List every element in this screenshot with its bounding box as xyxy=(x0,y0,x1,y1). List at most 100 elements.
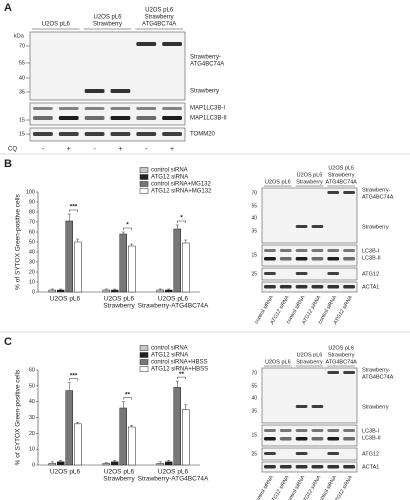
bar xyxy=(65,220,73,293)
lane-sign: + xyxy=(67,146,71,153)
y-axis-title: % of SYTOX Green-positive cells xyxy=(15,369,22,465)
y-tick-label: 50 xyxy=(29,239,35,245)
kda-marker: 70 xyxy=(251,370,257,376)
x-tick-label: U2OS pL6 xyxy=(158,469,189,476)
kda-marker: 35 xyxy=(19,89,25,95)
band-label: Strawberry- xyxy=(362,367,391,373)
blot-band xyxy=(311,257,324,261)
blot-band xyxy=(343,465,355,469)
blot-band xyxy=(58,132,79,136)
blot-band xyxy=(162,42,182,46)
blot-band xyxy=(33,107,53,110)
blot-band xyxy=(327,285,340,289)
blot-band xyxy=(136,107,157,110)
blot-band xyxy=(264,249,276,252)
y-tick-label: 100 xyxy=(26,189,35,195)
blot-band xyxy=(110,89,131,93)
bar xyxy=(57,461,65,466)
kda-marker: 25 xyxy=(251,451,257,457)
significance-bracket xyxy=(123,397,132,400)
blot-band xyxy=(110,132,131,136)
blot-band xyxy=(295,405,308,408)
column-header: U2OS pL6 xyxy=(265,179,291,185)
column-header: Strawberry xyxy=(145,15,174,21)
lane-sign: - xyxy=(145,146,148,153)
legend-swatch xyxy=(139,352,149,358)
bar xyxy=(128,245,136,293)
blot-band xyxy=(327,249,340,252)
column-header: U2OS pL6 xyxy=(42,22,71,28)
x-tick-label: U2OS pL6 xyxy=(158,296,189,303)
blot-membrane xyxy=(29,127,186,142)
legend-swatch xyxy=(139,345,149,351)
blot-band xyxy=(110,116,131,120)
band-label: ACTA1 xyxy=(362,284,379,290)
blot-band xyxy=(327,452,340,455)
kda-marker: 35 xyxy=(251,408,257,414)
legend-swatch xyxy=(139,359,149,365)
kda-marker: 55 xyxy=(251,203,257,209)
kda-marker: 15 xyxy=(19,131,25,137)
y-tick-label: 40 xyxy=(29,249,35,255)
blot-band xyxy=(279,257,292,261)
blot-band xyxy=(295,249,308,252)
significance-label: *** xyxy=(70,204,78,211)
band-label: LC3B-II xyxy=(362,435,381,441)
blot-band xyxy=(84,132,105,136)
column-header: U2OS pL6 xyxy=(145,8,174,14)
blot-band xyxy=(327,272,340,275)
kda-marker: 40 xyxy=(251,395,257,401)
blot-band xyxy=(327,465,340,469)
lane-sign: + xyxy=(170,146,174,153)
legend-label: ATG12 siRNA+MG132 xyxy=(151,189,212,195)
bar xyxy=(165,289,173,293)
legend-label: ATG12 siRNA+HBSS xyxy=(151,367,208,373)
significance-bracket xyxy=(177,376,186,380)
blot-membrane xyxy=(261,281,358,293)
blot-band xyxy=(311,465,324,469)
blot-band xyxy=(162,107,182,110)
bar xyxy=(165,461,173,466)
x-tick-label: Strawberry-ATG4BC74A xyxy=(138,476,209,483)
legend-swatch xyxy=(139,174,149,180)
kda-marker: 40 xyxy=(251,215,257,221)
y-tick-label: 40 xyxy=(29,399,35,405)
band-label: ATG4BC74A xyxy=(362,194,394,200)
band-label: ATG4BC74A xyxy=(362,374,394,380)
column-header: U2OS pL6 xyxy=(93,15,122,21)
blot-band xyxy=(343,285,355,289)
blot-band xyxy=(264,465,276,469)
legend-label: control siRNA xyxy=(151,168,188,174)
band-label: Strawberry- xyxy=(190,55,221,61)
kda-marker: 15 xyxy=(251,432,257,438)
column-header: Strawberry xyxy=(93,22,122,28)
blot-band xyxy=(33,116,53,120)
blot-band xyxy=(295,465,308,469)
blot-band xyxy=(343,257,355,261)
kda-marker: 40 xyxy=(19,75,25,81)
legend-label: ATG12 siRNA xyxy=(151,175,188,181)
kda-marker: 25 xyxy=(251,271,257,277)
bar xyxy=(102,463,110,466)
bar xyxy=(156,289,164,293)
lane-sign: + xyxy=(118,146,122,153)
blot-band xyxy=(311,285,324,289)
blot-band xyxy=(343,429,355,432)
bar xyxy=(182,409,190,466)
blot-membrane xyxy=(261,367,358,424)
blot-band xyxy=(264,285,276,289)
blot-band xyxy=(327,437,340,441)
band-label: LC3B-I xyxy=(362,428,380,434)
blot-band xyxy=(136,42,157,46)
kda-marker: 35 xyxy=(251,228,257,234)
blot-membrane xyxy=(29,102,186,126)
band-label: MAP1LC3B-II xyxy=(190,116,227,122)
blot-band xyxy=(327,371,340,374)
legend-swatch xyxy=(139,181,149,187)
blot-membrane xyxy=(261,447,358,461)
blot-membrane xyxy=(261,187,358,244)
lane-sign: - xyxy=(93,146,96,153)
bar xyxy=(173,228,181,293)
y-tick-label: 50 xyxy=(29,383,35,389)
